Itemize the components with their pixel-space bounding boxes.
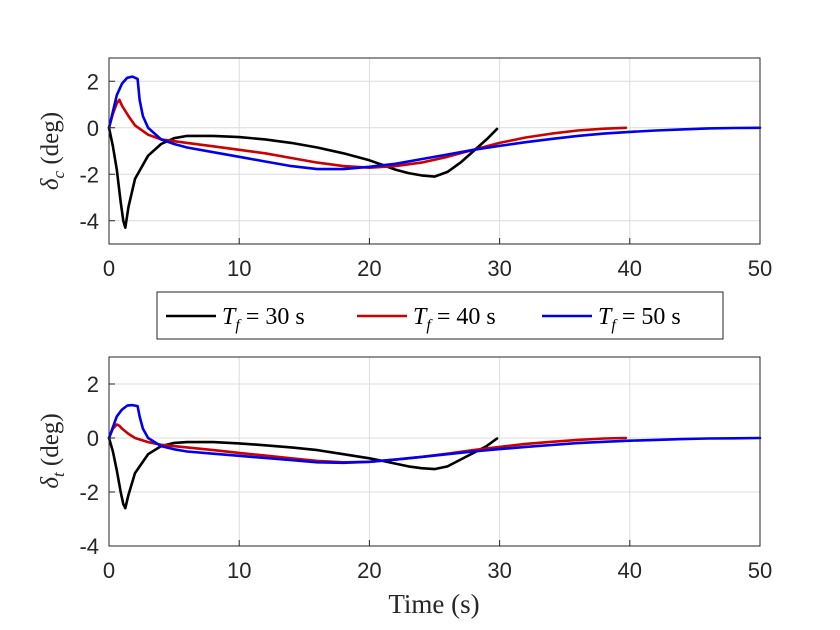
y-axis-label-symbol: δ (37, 477, 64, 489)
x-tick-label: 0 (103, 558, 115, 583)
plot-area-delta-t (108, 356, 761, 547)
x-tick-label: 40 (618, 256, 642, 281)
legend-entry-tf50: Tf = 50 s (542, 304, 681, 334)
tick-labels-delta-c: 0 10 20 30 40 50 -4 -2 0 2 (79, 69, 772, 281)
y-tick-label: 2 (87, 372, 99, 397)
y-tick-label: -2 (79, 162, 99, 187)
series-line-tf30 (107, 436, 499, 510)
x-tick-label: 30 (487, 256, 511, 281)
series-lines-delta-c (107, 75, 762, 229)
x-tick-label: 20 (357, 558, 381, 583)
y-tick-label: 0 (87, 426, 99, 451)
y-axis-label-unit: (deg) (37, 112, 64, 171)
x-tick-label: 50 (748, 256, 772, 281)
y-axis-label-delta-c: δc (deg) (37, 112, 68, 190)
series-line-tf40 (107, 423, 628, 464)
series-line-tf50 (107, 403, 762, 465)
plot-area-delta-c (108, 57, 761, 245)
plot-delta-c: 0 10 20 30 40 50 -4 -2 0 2 δc (deg) (37, 57, 772, 281)
x-tick-label: 30 (487, 558, 511, 583)
legend-items: Tf = 30 s Tf = 40 s Tf = 50 s (166, 304, 681, 334)
tick-labels-delta-t: 0 10 20 30 40 50 -4 -2 0 2 (79, 372, 772, 583)
legend-entry-tf40: Tf = 40 s (357, 304, 496, 334)
y-tick-label: 0 (87, 116, 99, 141)
x-tick-label: 40 (618, 558, 642, 583)
y-axis-label-symbol: δ (37, 178, 64, 190)
y-axis-label-subscript: c (49, 170, 68, 178)
legend-box (156, 291, 724, 340)
y-axis-label-subscript: t (49, 471, 68, 477)
x-tick-label: 10 (227, 558, 251, 583)
y-tick-label: -4 (79, 209, 99, 234)
legend: Tf = 30 s Tf = 40 s Tf = 50 s (156, 291, 724, 340)
legend-label: Tf = 40 s (413, 304, 496, 334)
legend-label: Tf = 30 s (222, 304, 305, 334)
y-axis-label-unit: (deg) (37, 413, 64, 472)
plot-frame-border (108, 356, 761, 547)
x-tick-label: 20 (357, 256, 381, 281)
y-tick-label: -4 (79, 534, 99, 559)
plot-delta-t: 0 10 20 30 40 50 -4 -2 0 2 δt (deg) Time (s) (37, 356, 772, 619)
gridlines-delta-c (109, 58, 760, 244)
y-tick-label: 2 (87, 69, 99, 94)
y-tick-label: -2 (79, 480, 99, 505)
x-axis-label: Time (s) (388, 589, 479, 619)
legend-label: Tf = 50 s (598, 304, 681, 334)
series-lines-delta-t (107, 403, 762, 510)
plot-frame-border (108, 57, 761, 245)
y-axis-label-delta-t: δt (deg) (37, 413, 68, 488)
gridlines-delta-t (109, 357, 760, 546)
legend-entry-tf30: Tf = 30 s (166, 304, 305, 334)
series-line-tf30 (107, 126, 499, 229)
series-line-tf40 (107, 98, 628, 169)
x-tick-label: 0 (103, 256, 115, 281)
x-tick-label: 10 (227, 256, 251, 281)
series-line-tf50 (107, 75, 762, 171)
x-tick-label: 50 (748, 558, 772, 583)
